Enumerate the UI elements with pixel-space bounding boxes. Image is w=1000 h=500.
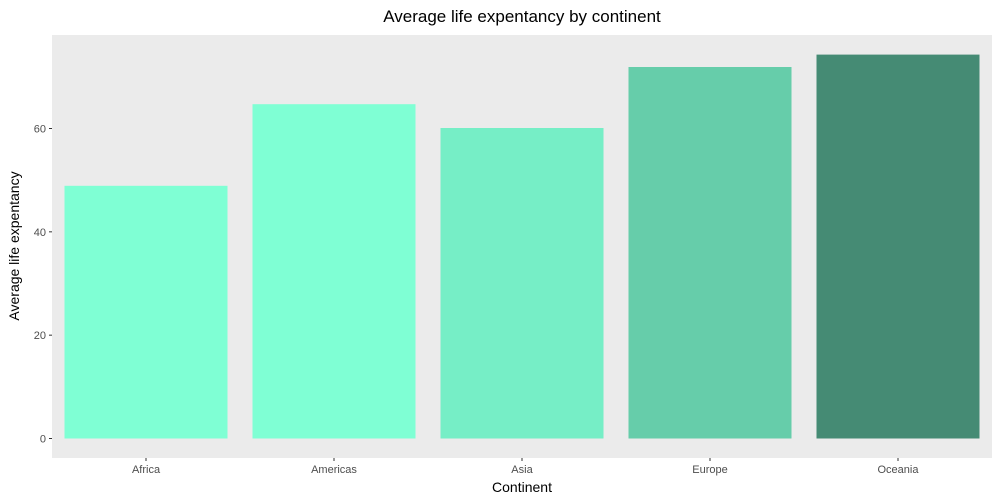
bar-africa bbox=[64, 185, 228, 439]
bars-layer bbox=[64, 54, 980, 439]
y-tick-label: 0 bbox=[40, 434, 46, 446]
bar-asia bbox=[440, 128, 604, 439]
y-tick-label: 40 bbox=[34, 227, 46, 239]
x-tick-label: Oceania bbox=[878, 464, 920, 476]
bar-americas bbox=[252, 104, 416, 439]
y-tick-label: 20 bbox=[34, 330, 46, 342]
x-tick-label: Americas bbox=[311, 464, 357, 476]
y-tick-label: 60 bbox=[34, 124, 46, 136]
x-axis-title: Continent bbox=[492, 479, 552, 495]
x-tick-label: Europe bbox=[692, 464, 727, 476]
x-tick-label: Asia bbox=[511, 464, 533, 476]
x-axis: Africa Americas Asia Europe Oceania bbox=[132, 458, 919, 476]
bar-europe bbox=[628, 67, 792, 439]
y-axis-title: Average life expentancy bbox=[6, 171, 22, 320]
y-axis: 0 20 40 60 bbox=[34, 124, 52, 446]
chart-title: Average life expentancy by continent bbox=[383, 7, 661, 26]
x-tick-label: Africa bbox=[132, 464, 161, 476]
bar-oceania bbox=[816, 54, 980, 439]
